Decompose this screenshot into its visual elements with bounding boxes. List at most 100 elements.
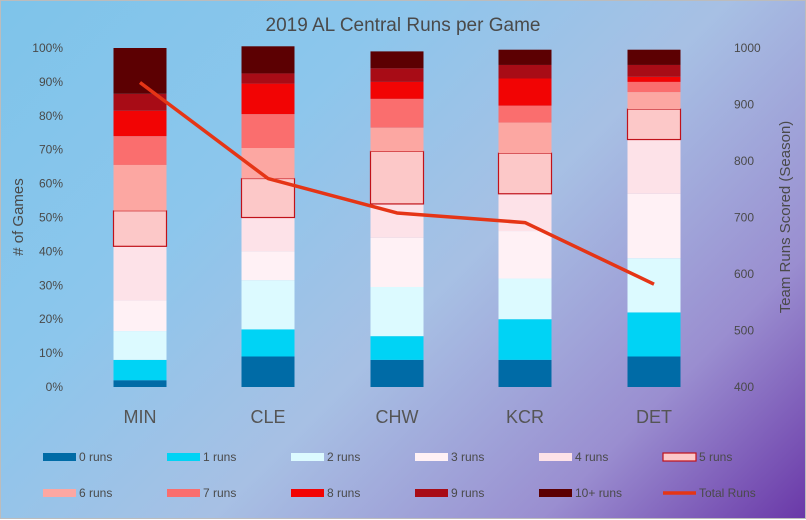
y2-tick-label: 600	[734, 267, 754, 281]
legend-item: Total Runs	[663, 486, 756, 500]
legend-item: 8 runs	[291, 486, 360, 500]
y-tick-label: 90%	[39, 75, 63, 89]
legend-item: 3 runs	[415, 450, 484, 464]
legend-swatch	[415, 453, 448, 461]
legend-swatch	[167, 489, 200, 497]
bar-segment	[241, 356, 295, 387]
bar-segment	[627, 312, 681, 357]
bar-segment	[241, 251, 295, 281]
bar-segment	[113, 164, 167, 211]
legend-swatch	[167, 453, 200, 461]
bar-segment	[627, 49, 681, 65]
category-labels: MIN CLE CHW KCR DET	[124, 407, 673, 427]
legend-label: 9 runs	[451, 486, 484, 500]
bar-segment	[113, 331, 167, 360]
bar-segment	[627, 81, 681, 93]
legend-item: 4 runs	[539, 450, 608, 464]
legend-label: 1 runs	[203, 450, 236, 464]
legend-label: 7 runs	[203, 486, 236, 500]
total-runs-line-layer	[138, 81, 655, 286]
bar-segment	[241, 217, 295, 252]
bar-segment	[241, 280, 295, 330]
y-tick-label: 50%	[39, 211, 63, 225]
bar-segment	[627, 92, 681, 110]
bar-segment	[627, 64, 681, 77]
bar-segment	[498, 78, 552, 106]
bar-segment	[370, 81, 424, 99]
category-label: KCR	[506, 407, 544, 427]
legend-item: 1 runs	[167, 450, 236, 464]
bar-segment	[370, 127, 424, 152]
legend-item: 2 runs	[291, 450, 360, 464]
bar-segment	[241, 114, 295, 149]
chart-title: 2019 AL Central Runs per Game	[266, 15, 541, 36]
y-tick-label: 0%	[46, 380, 64, 394]
bar-segment	[498, 122, 552, 154]
y-tick-label: 30%	[39, 278, 63, 292]
bar-segment	[370, 68, 424, 82]
legend-label: 5 runs	[699, 450, 732, 464]
bar-segment	[113, 359, 167, 381]
bar-segment	[241, 329, 295, 357]
bar-segment	[113, 110, 167, 137]
legend-swatch	[43, 453, 76, 461]
legend-item: 7 runs	[167, 486, 236, 500]
bar-segment	[370, 359, 424, 387]
category-label: MIN	[124, 407, 157, 427]
legend-swatch	[539, 489, 572, 497]
legend-label: 4 runs	[575, 450, 608, 464]
bar-segment	[370, 51, 424, 69]
total-runs-line	[138, 81, 655, 286]
right-axis: 400 500 600 700 800 900 1000	[734, 41, 761, 394]
bar-segment	[626, 108, 682, 141]
bar-segment	[113, 48, 167, 94]
bar-segment	[497, 152, 553, 195]
bar-segment	[370, 237, 424, 287]
bar-segment	[498, 193, 552, 232]
legend-item: 5 runs	[662, 450, 732, 464]
bar-segment	[498, 319, 552, 360]
category-label: DET	[636, 407, 672, 427]
legend-swatch	[539, 453, 572, 461]
legend-label: Total Runs	[699, 486, 756, 500]
y2-tick-label: 700	[734, 211, 754, 225]
y-tick-label: 100%	[32, 41, 63, 55]
bar-segment	[498, 49, 552, 65]
bar-segment	[113, 93, 167, 111]
bar-segment	[627, 356, 681, 387]
y-axis-title: # of Games	[10, 178, 27, 256]
bar-segment	[370, 336, 424, 360]
bar-segment	[112, 210, 168, 247]
bar-segment	[627, 76, 681, 82]
y2-tick-label: 800	[734, 154, 754, 168]
bar-segment	[113, 246, 167, 301]
legend-label: 0 runs	[79, 450, 112, 464]
bar-segment	[498, 231, 552, 279]
legend-label: 2 runs	[327, 450, 360, 464]
left-axis: 0% 10% 20% 30% 40% 50% 60% 70% 80% 90% 100%	[32, 41, 63, 394]
bar-segment	[627, 258, 681, 313]
bar-segment	[627, 193, 681, 259]
legend-label: 3 runs	[451, 450, 484, 464]
y-tick-label: 20%	[39, 312, 63, 326]
legend-swatch	[291, 453, 324, 461]
y2-tick-label: 1000	[734, 41, 761, 55]
legend-swatch	[43, 489, 76, 497]
legend-item: 10+ runs	[539, 486, 622, 500]
legend-label: 10+ runs	[575, 486, 622, 500]
y2-tick-label: 900	[734, 98, 754, 112]
legend-label: 8 runs	[327, 486, 360, 500]
bar-segment	[498, 278, 552, 320]
y-tick-label: 80%	[39, 109, 63, 123]
bar-segment	[241, 73, 295, 84]
category-label: CHW	[376, 407, 419, 427]
bar-segment	[498, 359, 552, 387]
legend-swatch	[415, 489, 448, 497]
bar-segment	[241, 83, 295, 115]
legend: 0 runs 1 runs 2 runs 3 runs 4 runs 5 runs 6 ru…	[43, 450, 756, 500]
bar-segment	[498, 64, 552, 79]
bar-segment	[370, 286, 424, 337]
legend-item: 9 runs	[415, 486, 484, 500]
